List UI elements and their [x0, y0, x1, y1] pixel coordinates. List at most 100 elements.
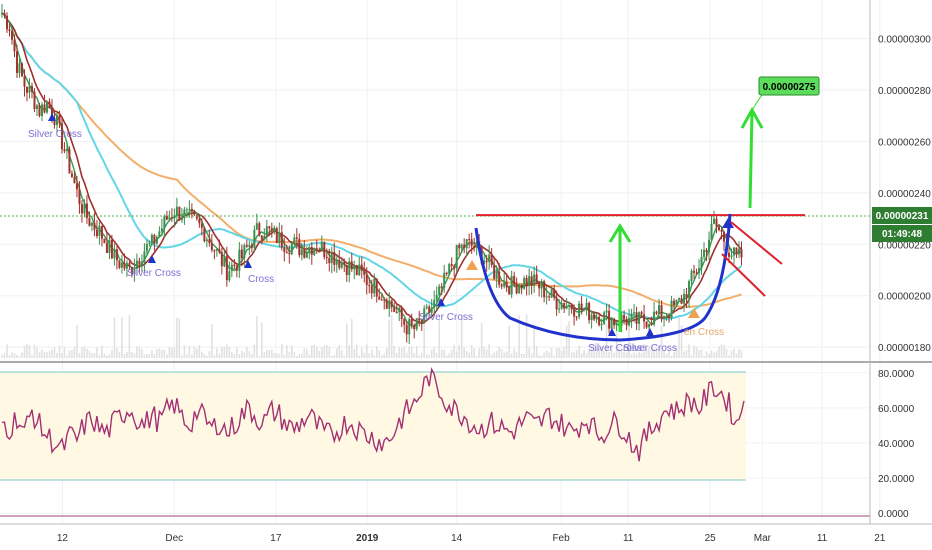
- candle-body: [90, 222, 93, 226]
- volume-bar: [710, 350, 713, 358]
- candle-body: [258, 223, 261, 236]
- candle-body: [268, 226, 271, 229]
- volume-bar: [380, 355, 383, 358]
- volume-bar: [288, 351, 291, 358]
- volume-bar: [548, 352, 550, 358]
- handle-line-upper[interactable]: [730, 221, 783, 265]
- time-tick-label: 11: [623, 533, 634, 544]
- volume-bar: [543, 352, 545, 358]
- candle-body: [385, 299, 388, 309]
- candle-body: [345, 264, 348, 275]
- volume-bar: [740, 350, 743, 358]
- candle-body: [368, 285, 371, 287]
- candle-body: [283, 247, 286, 253]
- price-tick-label: 0.00000220: [878, 240, 931, 251]
- handle-line-lower[interactable]: [721, 253, 766, 297]
- volume-bar: [680, 325, 683, 358]
- candle-body: [245, 245, 248, 247]
- volume-bar: [116, 348, 118, 358]
- candle-body: [583, 309, 586, 311]
- marker-triangle-8: [688, 308, 700, 318]
- candle-body: [698, 268, 701, 274]
- volume-bar: [188, 346, 191, 358]
- volume-bar: [503, 352, 505, 358]
- candle-body: [163, 215, 166, 229]
- candle-body: [145, 243, 148, 252]
- candle-body: [535, 274, 538, 283]
- volume-bar: [136, 346, 138, 358]
- candle-body: [178, 206, 181, 221]
- candle-body: [568, 304, 571, 307]
- rsi-axis[interactable]: 80.0000 60.0000 40.0000 20.0000 0.0000: [878, 369, 915, 520]
- candle-body: [213, 250, 216, 252]
- candle-body: [33, 91, 36, 109]
- volume-bar: [6, 344, 8, 358]
- volume-bar: [435, 353, 438, 358]
- measure-arrow-cup[interactable]: [608, 223, 632, 332]
- volume-bar: [348, 345, 351, 358]
- candle-body: [140, 262, 143, 265]
- annotation-label-6: Silver Cross: [623, 343, 677, 354]
- candle-body: [43, 104, 46, 113]
- volume-bar: [683, 351, 685, 358]
- candle-body: [593, 314, 596, 320]
- candle-body: [578, 303, 581, 317]
- volume-bar: [118, 352, 121, 358]
- volume-bar: [575, 349, 578, 358]
- candle-body: [518, 285, 521, 294]
- volume-bar: [16, 354, 18, 358]
- volume-bar: [161, 349, 163, 358]
- volume-bar: [66, 355, 68, 358]
- candle-body: [640, 312, 643, 315]
- volume-bar: [365, 344, 368, 358]
- volume-bar: [398, 347, 401, 358]
- volume-bar: [433, 346, 436, 358]
- volume-bar: [643, 344, 645, 358]
- volume-bar: [333, 355, 336, 358]
- volume-bar: [256, 316, 258, 358]
- volume-bar: [510, 353, 513, 358]
- volume-bar: [193, 346, 196, 358]
- price-axis[interactable]: 0.00000300 0.00000280 0.00000260 0.00000240…: [878, 35, 931, 355]
- candle-body: [648, 323, 651, 328]
- candle-body: [580, 303, 583, 311]
- target-callout[interactable]: 0.00000275: [758, 76, 820, 96]
- candle-body: [205, 239, 208, 242]
- volume-bar: [668, 349, 670, 358]
- candle-body: [540, 281, 543, 289]
- volume-bar: [553, 355, 555, 358]
- candle-body: [63, 149, 66, 152]
- candle-body: [325, 256, 328, 259]
- volume-bar: [340, 349, 343, 358]
- candle-body: [440, 286, 443, 288]
- time-axis[interactable]: 12 Dec 17 2019 14 Feb 11 25 Mar 11 21: [57, 533, 886, 544]
- candle-body: [635, 312, 638, 324]
- volume-bar: [203, 353, 206, 358]
- candle-body: [708, 239, 711, 253]
- cup-curve[interactable]: [474, 213, 732, 342]
- candle-body: [710, 223, 713, 240]
- volume-bar: [171, 348, 173, 358]
- volume-bar: [423, 319, 426, 358]
- volume-bar: [450, 349, 453, 358]
- volume-bar: [41, 349, 43, 358]
- candle-body: [320, 241, 323, 251]
- volume-bar: [525, 314, 528, 358]
- volume-bar: [405, 352, 408, 358]
- volume-bar: [465, 351, 468, 358]
- volume-bar: [408, 346, 411, 358]
- volume-bar: [68, 350, 71, 358]
- candle-body: [545, 296, 548, 298]
- candle-body: [228, 271, 231, 281]
- candle-body: [8, 29, 11, 31]
- candle-body: [445, 272, 448, 275]
- candle-body: [355, 265, 358, 276]
- candle-body: [588, 302, 591, 321]
- volume-bar: [101, 345, 103, 358]
- candle-body: [598, 316, 601, 326]
- candle-body: [23, 76, 26, 87]
- candle-body: [173, 216, 176, 219]
- candle-body: [735, 247, 738, 255]
- candle-body: [428, 306, 431, 313]
